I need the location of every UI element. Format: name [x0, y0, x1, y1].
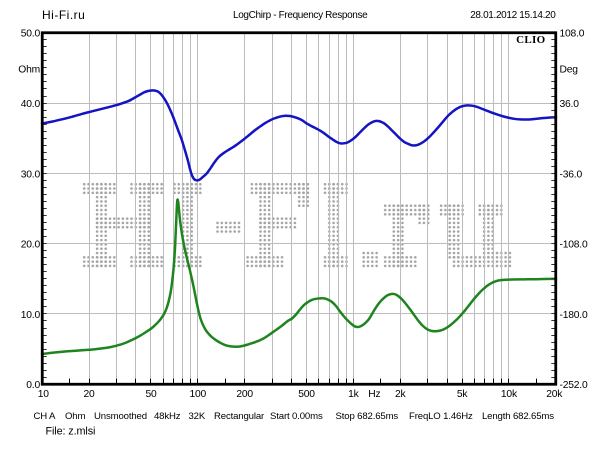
- svg-text:108.0: 108.0: [560, 29, 585, 40]
- svg-text:FreqLO 1.46Hz: FreqLO 1.46Hz: [409, 411, 473, 422]
- svg-text:-108.0: -108.0: [560, 240, 588, 251]
- svg-text:100: 100: [190, 389, 207, 400]
- svg-text:Unsmoothed: Unsmoothed: [94, 411, 147, 422]
- svg-text:Stop 682.65ms: Stop 682.65ms: [336, 411, 399, 422]
- svg-text:-180.0: -180.0: [560, 310, 588, 321]
- svg-text:20k: 20k: [546, 389, 563, 400]
- svg-text:500: 500: [298, 389, 315, 400]
- svg-text:5k: 5k: [457, 389, 469, 400]
- svg-text:1k: 1k: [348, 389, 360, 400]
- svg-text:36.0: 36.0: [560, 99, 580, 110]
- svg-text:-36.0: -36.0: [560, 169, 583, 180]
- svg-text:10: 10: [38, 389, 50, 400]
- svg-text:32K: 32K: [189, 411, 206, 422]
- svg-text:Ohm: Ohm: [18, 65, 40, 76]
- svg-text:CH A: CH A: [34, 411, 57, 422]
- svg-text:Length 682.65ms: Length 682.65ms: [482, 411, 554, 422]
- svg-text:10.0: 10.0: [21, 310, 41, 321]
- svg-text:Rectangular: Rectangular: [214, 411, 265, 422]
- svg-text:28.01.2012 15.14.20: 28.01.2012 15.14.20: [470, 10, 556, 21]
- svg-text:Hz: Hz: [368, 389, 380, 400]
- svg-text:48kHz: 48kHz: [154, 411, 181, 422]
- svg-text:50: 50: [145, 389, 157, 400]
- svg-text:10k: 10k: [501, 389, 518, 400]
- svg-text:20: 20: [84, 389, 96, 400]
- svg-text:Hi-Fi.ru: Hi-Fi.ru: [42, 8, 85, 22]
- svg-text:CLIO: CLIO: [516, 34, 545, 46]
- svg-text:Start 0.00ms: Start 0.00ms: [270, 411, 323, 422]
- svg-text:2k: 2k: [395, 389, 407, 400]
- svg-text:Ohm: Ohm: [65, 411, 85, 422]
- svg-text:200: 200: [236, 389, 253, 400]
- svg-text:-252.0: -252.0: [560, 380, 588, 391]
- svg-text:0.0: 0.0: [26, 380, 40, 391]
- svg-text:20.0: 20.0: [21, 240, 41, 251]
- svg-text:30.0: 30.0: [21, 169, 41, 180]
- svg-text:Deg: Deg: [560, 65, 579, 76]
- svg-text:50.0: 50.0: [21, 29, 41, 40]
- svg-text:40.0: 40.0: [21, 99, 41, 110]
- svg-text:File: z.mlsi: File: z.mlsi: [46, 426, 96, 438]
- svg-text:LogChirp - Frequency Response: LogChirp - Frequency Response: [233, 10, 368, 21]
